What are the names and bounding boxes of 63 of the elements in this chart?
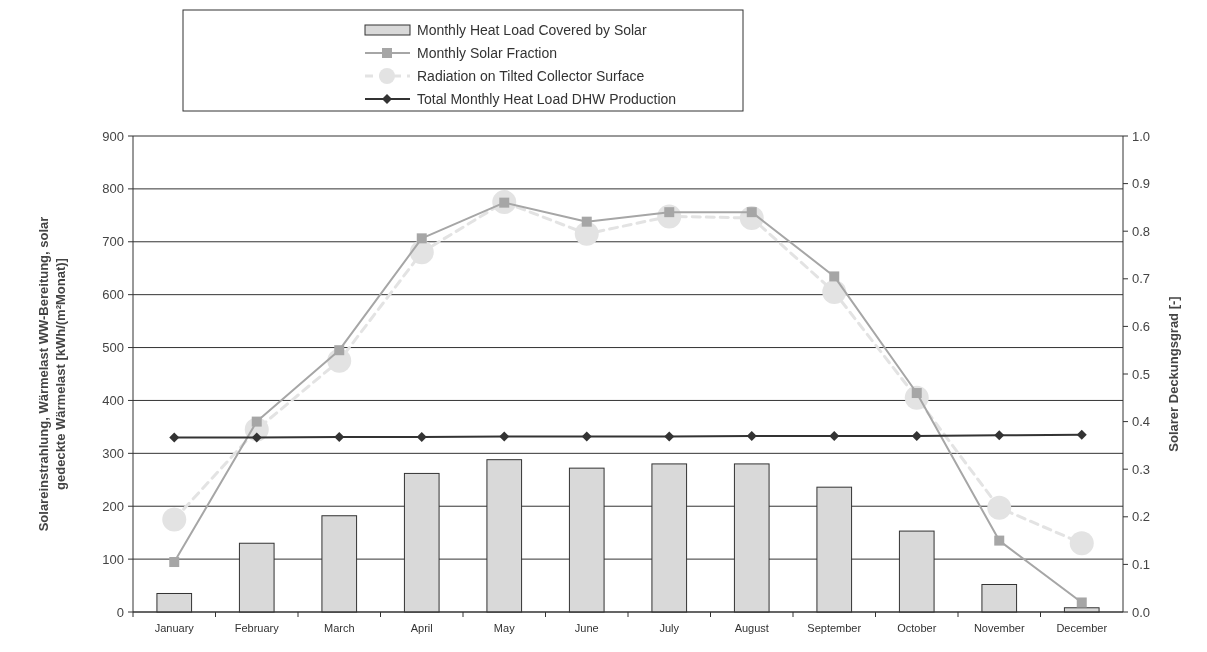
point — [581, 216, 592, 227]
y-tick-label: 300 — [102, 445, 124, 461]
x-tick-label: January — [154, 622, 195, 634]
y-tick-label: 200 — [102, 498, 124, 514]
point — [251, 432, 262, 443]
y2-tick-label: 0.8 — [1132, 223, 1151, 239]
x-tick-label: April — [410, 622, 433, 634]
point — [334, 345, 345, 356]
y2-tick-label: 0.9 — [1132, 176, 1151, 192]
point — [911, 430, 922, 441]
point — [169, 432, 180, 443]
x-tick-label: December — [1056, 622, 1108, 634]
point — [1076, 597, 1087, 608]
point — [1076, 429, 1087, 440]
y2-tick-label: 0.7 — [1132, 271, 1151, 287]
y-tick-label: 400 — [102, 392, 124, 408]
y-tick-label: 600 — [102, 287, 124, 303]
x-tick-label: October — [897, 622, 937, 634]
y2-tick-label: 0.6 — [1132, 318, 1151, 334]
point — [822, 280, 847, 305]
point — [169, 557, 180, 568]
x-tick-label: July — [659, 622, 680, 634]
legend-label: Monthly Heat Load Covered by Solar — [417, 21, 647, 38]
point — [581, 431, 592, 442]
y2-tick-label: 0.2 — [1132, 509, 1151, 525]
point — [499, 431, 510, 442]
point — [416, 431, 427, 442]
x-tick-label: June — [574, 622, 599, 634]
x-tick-label: September — [807, 622, 862, 634]
y-tick-label: 800 — [102, 181, 124, 197]
legend-label: Total Monthly Heat Load DHW Production — [417, 90, 677, 107]
point — [994, 430, 1005, 441]
y2-tick-label: 0.0 — [1132, 604, 1151, 620]
x-tick-label: March — [323, 622, 355, 634]
legend-label: Radiation on Tilted Collector Surface — [417, 67, 645, 84]
y-tick-label: 700 — [102, 234, 124, 250]
x-tick-label: November — [973, 622, 1025, 634]
point — [987, 495, 1012, 520]
y-tick-label: 900 — [102, 128, 124, 144]
point — [162, 507, 187, 532]
y-tick-label: 500 — [102, 340, 124, 356]
y-tick-label: 100 — [102, 551, 124, 567]
x-tick-label: May — [493, 622, 516, 634]
y2-tick-label: 0.3 — [1132, 461, 1151, 477]
y2-axis-title: Solarer Deckungsgrad [-] — [1166, 296, 1181, 452]
point — [416, 233, 427, 244]
point — [994, 535, 1005, 546]
y-axis-title: Solareinstrahlung, Wärmelast WW-Bereitung, solar gedeckte Wärmelast [kWh/(m²Monat)] — [36, 216, 68, 532]
y2-tick-label: 1.0 — [1132, 128, 1151, 144]
point — [829, 271, 840, 282]
legend-label: Monthly Solar Fraction — [417, 44, 558, 61]
y2-tick-label: 0.1 — [1132, 556, 1151, 572]
point — [746, 430, 757, 441]
point — [334, 431, 345, 442]
x-tick-label: August — [734, 622, 769, 634]
point — [664, 431, 675, 442]
y-tick-label: 0 — [116, 604, 124, 620]
point — [251, 416, 262, 427]
y2-tick-label: 0.4 — [1132, 414, 1151, 430]
y2-tick-label: 0.5 — [1132, 366, 1151, 382]
x-tick-label: February — [234, 622, 280, 634]
point — [1069, 531, 1094, 556]
point — [829, 430, 840, 441]
